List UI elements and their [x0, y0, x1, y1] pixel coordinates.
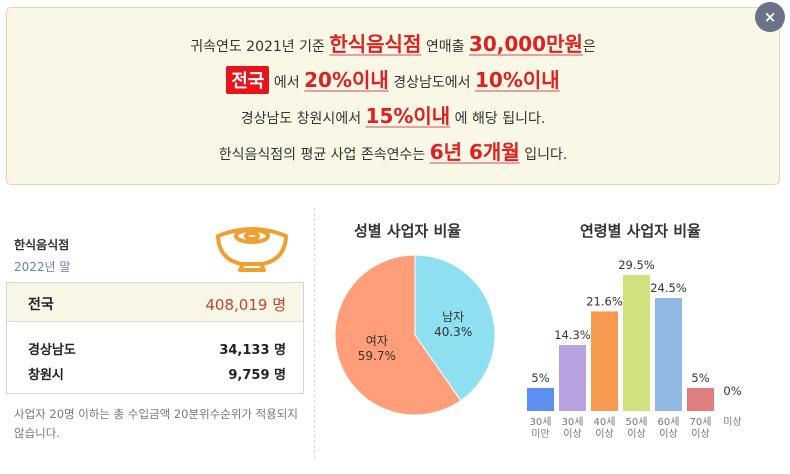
bar-2 — [591, 311, 618, 411]
national-value: 408,019 명 — [205, 296, 286, 314]
bar-1 — [559, 345, 586, 411]
close-button[interactable]: × — [755, 2, 785, 32]
bar-category-label: 이상 — [691, 428, 709, 440]
bar-5 — [687, 387, 714, 411]
bar-category-label: 이상 — [595, 428, 613, 440]
banner-line2-mid1: 에서 — [273, 75, 300, 91]
duration-highlight: 6년 6개월 — [429, 140, 520, 164]
food-bowl-icon — [216, 227, 288, 272]
city-rank-highlight: 15%이내 — [365, 104, 451, 128]
bar-value-label: 5% — [531, 371, 549, 385]
bar-category-label: 이상 — [659, 428, 677, 440]
pie-chart-title: 성별 사업자 비율 — [354, 222, 462, 240]
province-rank-highlight: 10%이내 — [474, 68, 560, 92]
pie-slice-label: 59.7% — [358, 349, 396, 363]
banner-line1-pre: 귀속연도 2021년 기준 — [190, 39, 325, 55]
banner-line3-pre: 경상남도 창원시에서 — [240, 111, 362, 127]
banner-line2-mid2: 경상남도에서 — [393, 75, 471, 91]
bar-category-label: 70세 — [690, 416, 712, 428]
national-row — [7, 283, 303, 322]
age-bar-chart: 5%30세미만14.3%30세이상21.6%40세이상29.5%50세이상24.… — [527, 258, 742, 440]
bar-value-label: 24.5% — [650, 281, 687, 295]
banner-line4-post: 입니다. — [524, 147, 568, 163]
banner-line-2: 전국 에서 20%이내 경상남도에서 10%이내 — [7, 64, 779, 94]
summary-banner: 귀속연도 2021년 기준 한식음식점 연매출 30,000만원은 전국 에서 … — [6, 7, 780, 185]
city-value: 9,759 명 — [228, 368, 286, 383]
year-label: 2022년 말 — [14, 260, 71, 274]
pie-slice-label: 40.3% — [434, 325, 472, 339]
pie-slice-male — [414, 254, 496, 402]
bar-3 — [623, 275, 650, 411]
banner-line-4: 한식음식점의 평균 사업 존속연수는 6년 6개월 입니다. — [7, 136, 779, 165]
bar-category-label: 미만 — [531, 428, 549, 440]
pie-slice-name: 남자 — [442, 310, 464, 324]
city-region: 창원시 — [28, 368, 64, 383]
bar-category-label: 30세 — [530, 416, 552, 428]
national-region: 전국 — [28, 297, 54, 313]
national-badge: 전국 — [226, 66, 270, 94]
bar-category-label: 40세 — [594, 416, 616, 428]
province-value: 34,133 명 — [219, 343, 286, 358]
bar-chart-title: 연령별 사업자 비율 — [580, 222, 701, 240]
category-highlight: 한식음식점 — [329, 32, 422, 56]
pie-slice-female — [334, 254, 462, 416]
bar-category-label: 50세 — [626, 416, 648, 428]
bar-4 — [655, 298, 682, 411]
bar-value-label: 21.6% — [586, 294, 623, 308]
category-label: 한식음식점 — [14, 238, 70, 252]
bar-category-label: 미상 — [723, 416, 741, 428]
banner-line3-post: 에 해당 됩니다. — [454, 111, 546, 127]
province-region: 경상남도 — [28, 343, 76, 358]
bar-value-label: 29.5% — [618, 258, 655, 272]
bar-value-label: 0% — [723, 384, 741, 398]
bar-category-label: 30세 — [562, 416, 584, 428]
banner-line1-post: 은 — [582, 39, 596, 55]
national-rank-highlight: 20%이내 — [304, 68, 389, 92]
banner-line-1: 귀속연도 2021년 기준 한식음식점 연매출 30,000만원은 — [7, 28, 779, 57]
bar-category-label: 60세 — [658, 416, 680, 428]
revenue-highlight: 30,000만원 — [468, 32, 583, 56]
stats-box — [6, 282, 304, 394]
section-divider — [314, 208, 315, 458]
banner-line-3: 경상남도 창원시에서 15%이내 에 해당 됩니다. — [7, 100, 779, 129]
pie-slice-name: 여자 — [366, 334, 388, 348]
footnote: 사업자 20명 이하는 총 수입금액 20분위수순위가 적용되지 않습니다. — [14, 407, 298, 440]
bar-value-label: 5% — [691, 371, 709, 385]
banner-line4-pre: 한식음식점의 평균 사업 존속연수는 — [218, 147, 426, 163]
bar-0 — [527, 387, 554, 411]
bar-category-label: 이상 — [627, 428, 645, 440]
banner-line1-mid: 연매출 — [425, 39, 465, 55]
bar-category-label: 이상 — [563, 428, 581, 440]
bar-value-label: 14.3% — [554, 328, 591, 342]
